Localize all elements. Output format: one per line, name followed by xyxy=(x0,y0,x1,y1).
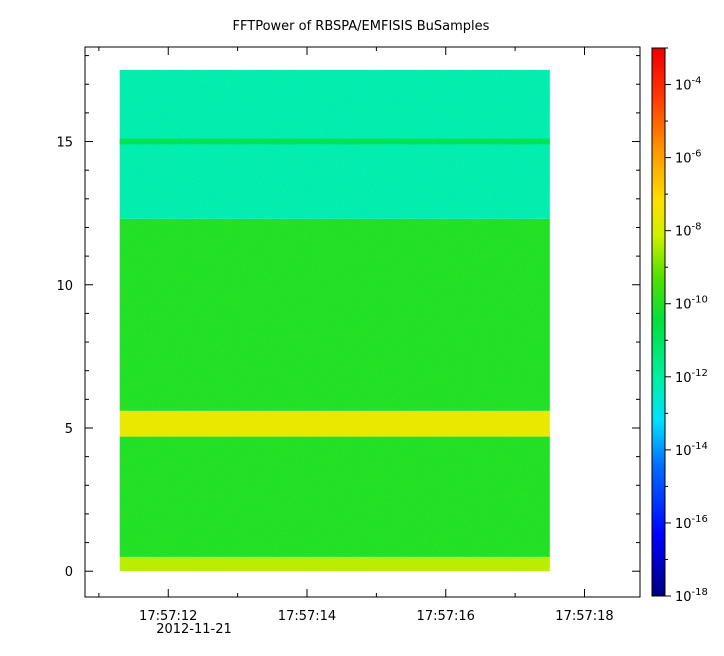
y-tick-label: 15 xyxy=(56,136,73,151)
colorbar-tick-label: 10-14 xyxy=(675,441,708,459)
plot-area xyxy=(84,46,641,598)
chart-title: FFTPower of RBSPA/EMFISIS BuSamples xyxy=(233,19,490,34)
y-axis: 0 5 10 15 xyxy=(56,55,640,580)
y-tick-label: 0 xyxy=(65,565,73,580)
colorbar-tick-label: 10-10 xyxy=(675,295,708,313)
colorbar-tick-label: 10-12 xyxy=(675,368,708,386)
plot-frame xyxy=(84,46,641,598)
heatmap-noise-texture xyxy=(119,69,550,572)
x-tick-label: 17:57:12 xyxy=(139,609,197,624)
x-tick-label: 17:57:14 xyxy=(278,609,336,624)
x-tick-label: 17:57:16 xyxy=(417,609,475,624)
colorbar: 10-4 10-6 10-8 10-10 10-12 10-14 10-16 10-18 xyxy=(651,47,708,605)
colorbar-gradient xyxy=(651,47,666,597)
y-tick-label: 5 xyxy=(65,422,73,437)
colorbar-tick-label: 10-4 xyxy=(675,76,702,94)
x-tick-label: 17:57:18 xyxy=(555,609,613,624)
x-axis-date-label: 2012-11-21 xyxy=(156,622,232,637)
colorbar-tick-label: 10-16 xyxy=(675,514,708,532)
colorbar-tick-label: 10-8 xyxy=(675,222,702,240)
y-tick-label: 10 xyxy=(56,279,73,294)
colorbar-tick-label: 10-18 xyxy=(675,587,708,605)
colorbar-ticks: 10-4 10-6 10-8 10-10 10-12 10-14 10-16 10-18 xyxy=(665,47,708,605)
x-axis: 2012-11-21 17:57:12 17:57:14 17:57:16 17:57… xyxy=(98,47,614,637)
colorbar-tick-label: 10-6 xyxy=(675,149,702,167)
